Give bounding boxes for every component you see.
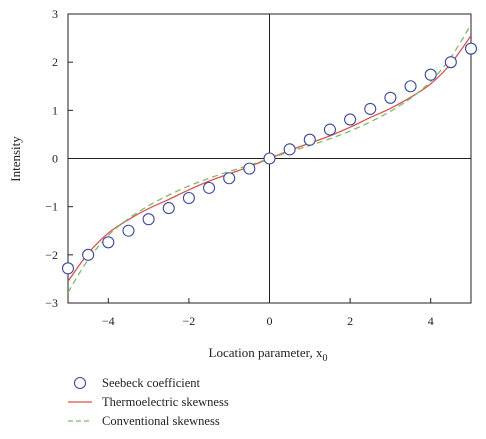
data-point <box>303 133 316 146</box>
data-point <box>142 213 155 226</box>
x-axis-label-subscript: 0 <box>322 353 327 364</box>
x-tick-label: 4 <box>428 314 434 328</box>
data-point <box>404 80 417 93</box>
legend-marker-circle <box>73 376 87 390</box>
y-tick-label: 3 <box>52 7 58 21</box>
legend-label: Conventional skewness <box>102 414 220 428</box>
data-point <box>384 91 397 104</box>
data-point <box>283 143 296 156</box>
data-point <box>61 262 75 275</box>
legend-label: Thermoelectric skewness <box>102 395 229 409</box>
data-point <box>424 68 437 81</box>
data-point <box>464 42 478 55</box>
data-point <box>223 172 236 185</box>
data-point <box>122 224 135 237</box>
y-tick-label: −2 <box>45 248 58 262</box>
y-tick-label: 2 <box>52 55 58 69</box>
data-point <box>263 152 276 165</box>
data-point <box>243 162 256 175</box>
data-point <box>444 56 457 69</box>
data-point <box>203 181 216 194</box>
data-point <box>102 236 115 249</box>
data-point <box>82 248 95 261</box>
y-tick-label: 0 <box>52 152 58 166</box>
x-axis-label: Location parameter, x0 <box>209 345 328 364</box>
data-point <box>364 102 377 115</box>
x-tick-label: −2 <box>183 314 196 328</box>
data-point <box>162 202 175 215</box>
legend-label: Seebeck coefficient <box>102 376 201 390</box>
y-tick-label: −1 <box>45 200 58 214</box>
y-axis-label: Intensity <box>8 136 23 182</box>
plot-area: −4 −2 0 2 4 −3 −2 −1 0 1 2 3 <box>45 7 478 328</box>
data-point <box>344 113 357 126</box>
y-tick-label: 1 <box>52 103 58 117</box>
x-tick-label: −4 <box>102 314 115 328</box>
x-tick-label: 2 <box>347 314 353 328</box>
data-point <box>323 123 337 136</box>
legend: Seebeck coefficient Thermoelectric skewne… <box>68 376 229 428</box>
y-tick-label: −3 <box>45 296 58 310</box>
data-point <box>182 191 195 205</box>
x-tick-label: 0 <box>267 314 273 328</box>
